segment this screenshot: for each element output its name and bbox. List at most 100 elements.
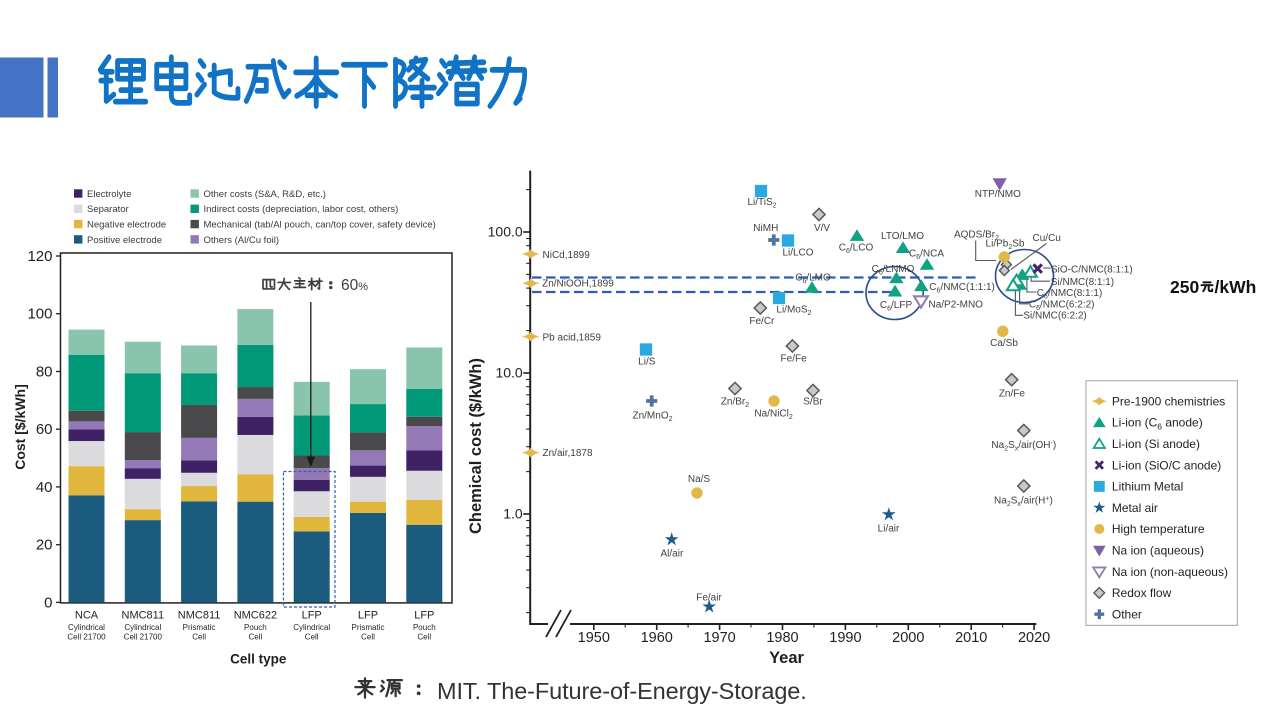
svg-text:Prismatic: Prismatic <box>352 623 385 632</box>
svg-text:Cell: Cell <box>361 633 375 642</box>
svg-text:Si/NMC(6:2:2): Si/NMC(6:2:2) <box>1023 311 1086 322</box>
svg-text:0: 0 <box>44 594 52 611</box>
svg-text:Ca/Sb: Ca/Sb <box>990 338 1018 349</box>
svg-text:Pouch: Pouch <box>244 623 267 632</box>
svg-text:1950: 1950 <box>578 630 610 646</box>
svg-text:Prismatic: Prismatic <box>183 623 216 632</box>
svg-text:C6/NMC(6:2:2): C6/NMC(6:2:2) <box>1029 300 1095 313</box>
svg-text:C6/LCO: C6/LCO <box>839 243 874 256</box>
svg-text:Negative electrode: Negative electrode <box>87 220 166 231</box>
svg-text:Cell 21700: Cell 21700 <box>124 633 163 642</box>
svg-text:Year: Year <box>769 649 804 667</box>
svg-text:LTO/LMO: LTO/LMO <box>881 231 924 242</box>
svg-text:Li/MoS2: Li/MoS2 <box>776 305 811 318</box>
svg-text:Other costs (S&A, R&D, etc.): Other costs (S&A, R&D, etc.) <box>204 189 326 200</box>
svg-text:LFP: LFP <box>302 610 322 622</box>
svg-text:Li/S: Li/S <box>638 357 656 368</box>
svg-text:100: 100 <box>27 306 52 323</box>
svg-text:Separator: Separator <box>87 204 129 215</box>
svg-text:Cell type: Cell type <box>230 652 287 667</box>
svg-text:C6/LMO: C6/LMO <box>795 273 831 286</box>
svg-text:Li-ion (C6 anode): Li-ion (C6 anode) <box>1112 416 1203 432</box>
svg-text:NMC622: NMC622 <box>234 610 277 622</box>
svg-text:Na2Sx/air(H+): Na2Sx/air(H+) <box>994 495 1053 508</box>
svg-text:Na/S: Na/S <box>688 474 711 485</box>
svg-text:Cu/Cu: Cu/Cu <box>1033 233 1061 244</box>
svg-text:Li-ion (SiO/C anode): Li-ion (SiO/C anode) <box>1112 458 1221 472</box>
svg-text:Metal air: Metal air <box>1112 501 1158 515</box>
svg-text:1970: 1970 <box>703 630 735 646</box>
svg-text:Na/NiCl2: Na/NiCl2 <box>754 409 792 422</box>
svg-text:1960: 1960 <box>641 630 673 646</box>
svg-text:Na ion (non-aqueous): Na ion (non-aqueous) <box>1112 565 1228 579</box>
svg-text:Li/LCO: Li/LCO <box>782 248 813 259</box>
svg-text:C6/LNMO: C6/LNMO <box>872 264 915 277</box>
svg-text:Others (Al/Cu foil): Others (Al/Cu foil) <box>204 235 280 246</box>
svg-text:Indirect costs (depreciation,: Indirect costs (depreciation, labor cost… <box>204 204 399 215</box>
svg-text:V/V: V/V <box>814 223 830 234</box>
svg-text:Cell: Cell <box>417 633 431 642</box>
svg-text:MIT. The-Future-of-Energy-Stor: MIT. The-Future-of-Energy-Storage. <box>437 678 807 704</box>
svg-text:Fe/air: Fe/air <box>696 593 722 604</box>
svg-text:Zn/Br2: Zn/Br2 <box>721 397 749 410</box>
svg-text:Pre-1900 chemistries: Pre-1900 chemistries <box>1112 394 1225 408</box>
svg-text:NMC811: NMC811 <box>122 610 165 622</box>
svg-text:Zn/air,1878: Zn/air,1878 <box>543 448 593 459</box>
svg-text:Pouch: Pouch <box>413 623 436 632</box>
svg-text:2000: 2000 <box>892 630 924 646</box>
svg-text:Li/TiS2: Li/TiS2 <box>747 197 776 210</box>
svg-text:Li-ion (Si anode): Li-ion (Si anode) <box>1112 437 1200 451</box>
svg-text:C6/NMC(1:1:1): C6/NMC(1:1:1) <box>929 282 995 295</box>
svg-text:Lithium Metal: Lithium Metal <box>1112 480 1183 494</box>
svg-text:Zn/NiOOH,1899: Zn/NiOOH,1899 <box>542 279 614 290</box>
svg-text:C6/LFP: C6/LFP <box>880 300 913 313</box>
svg-text:Fe/Fe: Fe/Fe <box>781 354 808 365</box>
svg-text:2010: 2010 <box>955 630 987 646</box>
svg-text:Na2Sx/air(OH-): Na2Sx/air(OH-) <box>991 440 1056 453</box>
svg-text:LFP: LFP <box>358 610 378 622</box>
svg-text:40: 40 <box>36 479 53 496</box>
svg-text:C6/NMC(8:1:1): C6/NMC(8:1:1) <box>1037 288 1103 301</box>
svg-text:C6/NCA: C6/NCA <box>909 249 944 262</box>
svg-text:Li/Pb2Sb: Li/Pb2Sb <box>986 239 1025 252</box>
svg-text:Pb acid,1859: Pb acid,1859 <box>543 332 602 343</box>
svg-text:60%: 60% <box>341 277 368 294</box>
svg-text:NiCd,1899: NiCd,1899 <box>543 250 591 261</box>
svg-text:Li/air: Li/air <box>878 524 900 535</box>
svg-text:2020: 2020 <box>1018 630 1050 646</box>
svg-text:Other: Other <box>1112 607 1142 621</box>
svg-text:NiMH: NiMH <box>753 223 778 234</box>
svg-text:Cell 21700: Cell 21700 <box>67 633 106 642</box>
svg-text:120: 120 <box>27 248 52 265</box>
svg-text:Cell: Cell <box>192 633 206 642</box>
svg-text:Electrolyte: Electrolyte <box>87 189 131 200</box>
svg-text:Cylindrical: Cylindrical <box>68 623 105 632</box>
svg-text:Zn/Fe: Zn/Fe <box>999 389 1026 400</box>
svg-text:Cost [$/kWh]: Cost [$/kWh] <box>12 384 28 470</box>
svg-text:LFP: LFP <box>414 610 434 622</box>
svg-text:Na/P2-MNO: Na/P2-MNO <box>929 300 984 311</box>
svg-text:NCA: NCA <box>75 610 99 622</box>
svg-text:Cylindrical: Cylindrical <box>124 623 161 632</box>
svg-text:Cell: Cell <box>249 633 263 642</box>
svg-text:20: 20 <box>36 537 53 554</box>
svg-text:S/Br: S/Br <box>803 397 823 408</box>
svg-text:High temperature: High temperature <box>1112 522 1205 536</box>
svg-text:Na ion (aqueous): Na ion (aqueous) <box>1112 544 1204 558</box>
svg-text:NTP/NMO: NTP/NMO <box>975 189 1021 200</box>
svg-text:Cylindrical: Cylindrical <box>293 623 330 632</box>
svg-text:Fe/Cr: Fe/Cr <box>749 316 775 327</box>
svg-text:Si/NMC(8:1:1): Si/NMC(8:1:1) <box>1051 277 1114 288</box>
svg-text:Chemical cost ($/kWh): Chemical cost ($/kWh) <box>467 358 485 534</box>
svg-text:SiO-C/NMC(8:1:1): SiO-C/NMC(8:1:1) <box>1051 265 1133 276</box>
svg-text:80: 80 <box>36 364 53 381</box>
svg-text:Redox flow: Redox flow <box>1112 586 1172 600</box>
svg-text:60: 60 <box>36 421 53 438</box>
svg-text:1980: 1980 <box>766 630 798 646</box>
svg-text:/kWh: /kWh <box>1215 277 1257 297</box>
svg-text:Zn/MnO2: Zn/MnO2 <box>632 410 672 423</box>
svg-text:10.0: 10.0 <box>495 365 522 381</box>
svg-text:AQDS/Br2: AQDS/Br2 <box>954 230 999 243</box>
svg-text:1.0: 1.0 <box>503 506 523 522</box>
svg-text:Mechanical (tab/Al pouch, can/: Mechanical (tab/Al pouch, can/top cover,… <box>204 220 436 231</box>
